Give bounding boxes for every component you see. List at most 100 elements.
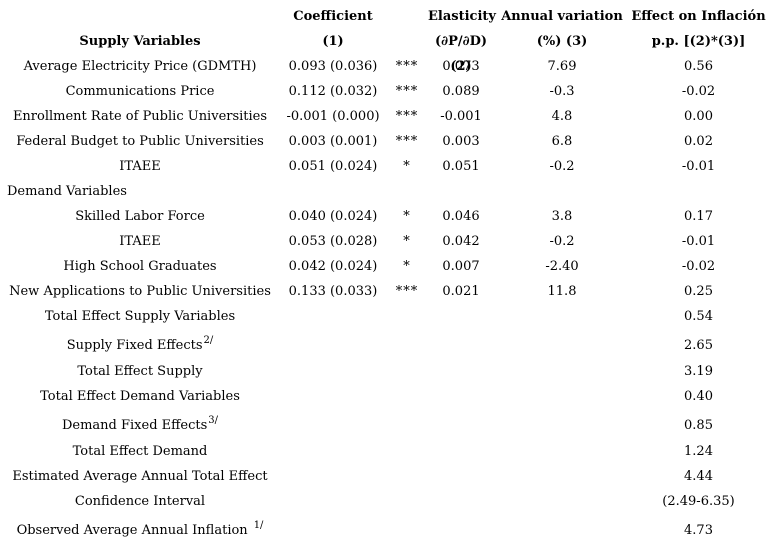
annual-variation-cell: 3.8 (551, 209, 573, 224)
elasticity-cell: 0.007 (442, 259, 480, 274)
significance-stars: * (403, 209, 411, 224)
row-label: Supply Fixed Effects2/ (66, 335, 214, 354)
table-row: Federal Budget to Public Universities 0.… (0, 129, 767, 154)
significance-stars: *** (395, 109, 419, 124)
column-header-elasticity-line1: Elasticity (428, 9, 496, 24)
annual-variation-cell: 6.8 (551, 134, 573, 149)
row-label: Total Effect Supply Variables (44, 309, 236, 324)
significance-stars: *** (395, 284, 419, 299)
table-row: Average Electricity Price (GDMTH) 0.093 … (0, 54, 767, 79)
effect-cell: 0.00 (684, 109, 713, 124)
significance-stars: * (403, 234, 411, 249)
table-row: Enrollment Rate of Public Universities -… (0, 104, 767, 129)
column-header-effect-line1: Effect on Inflación (631, 9, 766, 24)
table-row: High School Graduates 0.042 (0.024) * 0.… (0, 254, 767, 279)
elasticity-cell: 0.073 (442, 59, 480, 74)
effect-cell: -0.02 (681, 84, 716, 99)
significance-stars: *** (395, 84, 419, 99)
table-row: ITAEE 0.053 (0.028) * 0.042 -0.2 -0.01 (0, 229, 767, 254)
effect-cell: 0.17 (684, 209, 713, 224)
footnote-marker: 3/ (208, 415, 218, 426)
table-row: ITAEE 0.051 (0.024) * 0.051 -0.2 -0.01 (0, 154, 767, 179)
row-label: ITAEE (119, 234, 161, 249)
column-header-variables: Supply Variables (0, 4, 280, 54)
column-header-elasticity: Elasticity (∂P/∂D) (2) (428, 4, 496, 74)
row-label: Total Effect Demand (72, 444, 208, 459)
coefficient-cell: -0.001 (0.000) (286, 109, 380, 124)
significance-stars: *** (395, 134, 419, 149)
coefficient-cell: 0.003 (0.001) (288, 134, 378, 149)
annual-variation-cell: -0.3 (549, 84, 575, 99)
table-row: Confidence Interval (2.49-6.35) (0, 489, 767, 514)
effect-cell: 0.56 (684, 59, 713, 74)
table-row: Demand Fixed Effects3/ 0.85 (0, 409, 767, 439)
column-header-coefficient: Coefficient (1) (280, 4, 386, 54)
column-header-effect-line2: p.p. [(2)*(3)] (651, 34, 746, 49)
table-row: Total Effect Demand 1.24 (0, 439, 767, 464)
effect-cell: 0.40 (684, 389, 713, 404)
column-header-variables-line1 (0, 4, 280, 29)
elasticity-cell: 0.042 (442, 234, 480, 249)
column-header-annual-variation-line2: (%) (3) (536, 34, 588, 49)
table-row: Total Effect Supply 3.19 (0, 359, 767, 384)
effect-cell: 2.65 (684, 338, 713, 353)
footnote-marker: 1/ (253, 520, 264, 531)
column-header-elasticity-line2: (∂P/∂D) (2) (435, 34, 487, 74)
significance-stars: * (403, 259, 411, 274)
effect-cell: -0.01 (681, 234, 716, 249)
elasticity-cell: -0.001 (440, 109, 482, 124)
row-label: High School Graduates (63, 259, 217, 274)
table-row: Supply Fixed Effects2/ 2.65 (0, 329, 767, 359)
coefficient-cell: 0.042 (0.024) (288, 259, 378, 274)
row-label: Average Electricity Price (GDMTH) (23, 59, 257, 74)
row-label: Total Effect Demand Variables (40, 389, 240, 404)
table-header-row: Supply Variables Coefficient (1) Elastic… (0, 4, 767, 74)
row-label: Communications Price (65, 84, 215, 99)
annual-variation-cell: 11.8 (547, 284, 577, 299)
significance-stars: * (403, 159, 411, 174)
effect-cell: -0.01 (681, 159, 716, 174)
table-row: Total Effect Supply Variables 0.54 (0, 304, 767, 329)
row-label: Confidence Interval (74, 494, 206, 509)
row-label: Federal Budget to Public Universities (16, 134, 264, 149)
row-label: Enrollment Rate of Public Universities (12, 109, 268, 124)
row-label: Total Effect Supply (77, 364, 203, 379)
effect-cell: 4.44 (684, 469, 713, 484)
row-label: Demand Fixed Effects3/ (61, 415, 218, 434)
effect-cell: 0.54 (684, 309, 713, 324)
effect-cell: 0.25 (684, 284, 713, 299)
row-label: ITAEE (119, 159, 161, 174)
section-label: Demand Variables (7, 184, 127, 199)
row-label: Observed Average Annual Inflation 1/ (16, 520, 264, 539)
table-row: Communications Price 0.112 (0.032) *** 0… (0, 79, 767, 104)
column-header-coefficient-line1: Coefficient (293, 9, 373, 24)
elasticity-cell: 0.051 (442, 159, 480, 174)
effect-cell: 4.73 (684, 523, 713, 538)
effect-cell: 1.24 (684, 444, 713, 459)
footnote-marker: 2/ (203, 335, 214, 346)
column-header-stars-spacer (386, 4, 428, 54)
column-header-variables-line2: Supply Variables (79, 34, 201, 49)
column-header-annual-variation-line1: Annual variation (501, 9, 623, 24)
coefficient-cell: 0.093 (0.036) (288, 59, 378, 74)
effect-cell: 0.85 (684, 418, 713, 433)
elasticity-cell: 0.089 (442, 84, 480, 99)
column-header-coefficient-line2: (1) (322, 34, 344, 49)
table-row: Skilled Labor Force 0.040 (0.024) * 0.04… (0, 204, 767, 229)
row-label: Estimated Average Annual Total Effect (12, 469, 268, 484)
coefficient-cell: 0.133 (0.033) (288, 284, 378, 299)
annual-variation-cell: -0.2 (549, 159, 575, 174)
table-row: Estimated Average Annual Total Effect 4.… (0, 464, 767, 489)
column-header-annual-variation: Annual variation (%) (3) (494, 4, 630, 54)
row-label: Skilled Labor Force (75, 209, 205, 224)
table-row: New Applications to Public Universities … (0, 279, 767, 304)
coefficient-cell: 0.053 (0.028) (288, 234, 378, 249)
coefficient-cell: 0.112 (0.032) (288, 84, 378, 99)
elasticity-cell: 0.021 (442, 284, 480, 299)
row-label: New Applications to Public Universities (9, 284, 271, 299)
effect-cell: -0.02 (681, 259, 716, 274)
effect-cell: (2.49-6.35) (662, 494, 735, 509)
effect-cell: 0.02 (684, 134, 713, 149)
annual-variation-cell: 4.8 (551, 109, 573, 124)
